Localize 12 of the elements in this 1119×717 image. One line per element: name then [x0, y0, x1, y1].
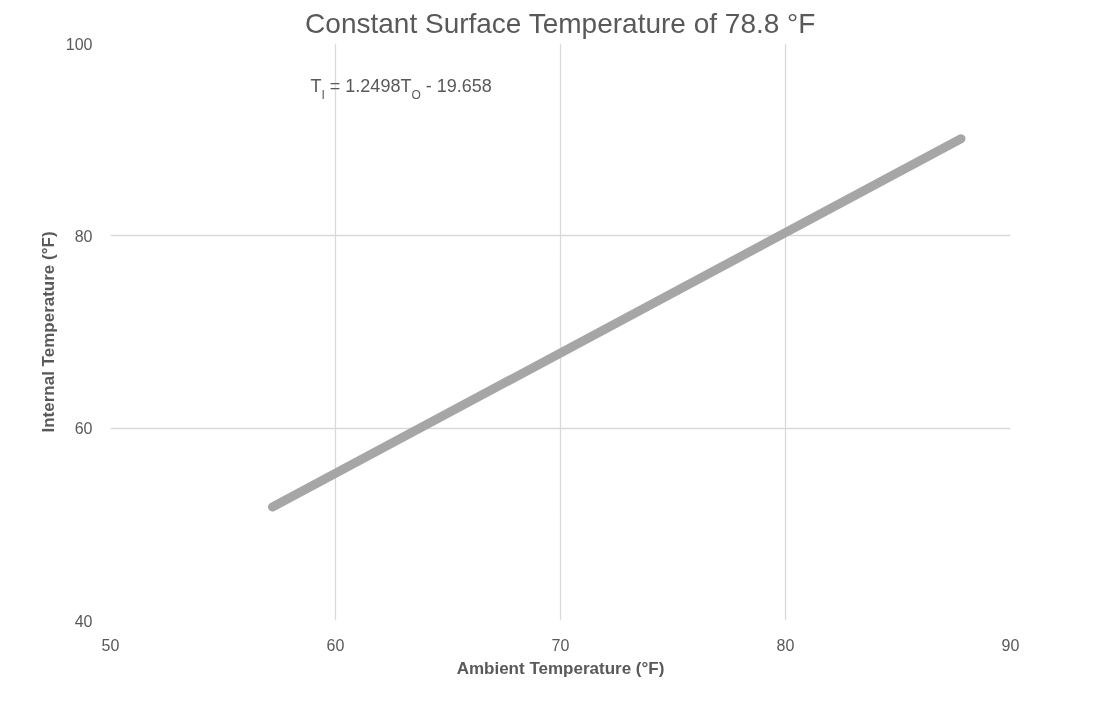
y-axis-title: Internal Temperature (°F)	[38, 231, 58, 433]
x-tick-label: 70	[551, 636, 570, 654]
x-tick-label: 90	[1001, 636, 1020, 654]
y-tick-label: 40	[74, 612, 93, 630]
x-axis-title: Ambient Temperature (°F)	[456, 658, 665, 678]
x-tick-label: 60	[326, 636, 345, 654]
chart-title: Constant Surface Temperature of 78.8 °F	[305, 7, 816, 39]
y-tick-label: 60	[74, 420, 93, 438]
x-tick-label: 50	[101, 636, 120, 654]
y-tick-label: 100	[65, 35, 93, 53]
y-tick-label: 80	[74, 227, 93, 245]
x-tick-label: 80	[776, 636, 795, 654]
